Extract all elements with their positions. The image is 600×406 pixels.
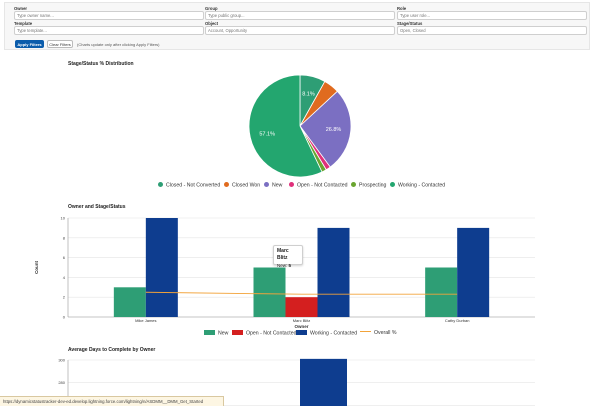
template-filter: Template: [14, 21, 204, 35]
legend-swatch: [351, 182, 356, 187]
bar: [145, 218, 178, 317]
legend-swatch: [289, 182, 294, 187]
object-input[interactable]: [205, 26, 395, 35]
y-tick-label: 6: [63, 255, 66, 260]
role-filter: Role: [397, 6, 587, 20]
pie-slice: [248, 74, 323, 178]
legend-swatch: [390, 182, 395, 187]
legend-swatch: [296, 330, 307, 335]
group-filter: Group: [205, 6, 395, 20]
y-tick-label: 2: [63, 295, 66, 300]
tooltip-title: Marc Blitz: [277, 248, 289, 261]
legend-swatch: [224, 182, 229, 187]
bar: [457, 227, 490, 317]
bar-tooltip: Marc Blitz New: 5: [273, 245, 303, 268]
legend-working-contacted-bar[interactable]: Working - Contacted: [296, 330, 357, 337]
x-axis-label: Owner: [294, 324, 308, 329]
object-filter: Object: [205, 21, 395, 35]
template-label: Template: [14, 21, 33, 26]
group-label: Group: [205, 6, 218, 11]
bar: [113, 287, 146, 317]
group-input[interactable]: [205, 11, 395, 20]
pie-slice-label: 26.8%: [326, 127, 342, 133]
pie-slice-label: 57.1%: [259, 131, 275, 137]
legend-label: Closed - Not Converted: [166, 182, 221, 189]
owner-filter: Owner: [14, 6, 204, 20]
owner-label: Owner: [14, 6, 28, 11]
bar-chart-title: Owner and Stage/Status: [68, 204, 126, 210]
browser-status-url: https://dynamicstatustracker-dev-ed.deve…: [0, 396, 224, 406]
legend-swatch: [232, 330, 243, 335]
legend-label: Open - Not Contacted: [297, 182, 348, 189]
x-tick-label: Marc Blitz: [293, 318, 311, 323]
legend-overall-percent[interactable]: Overall %: [360, 330, 397, 336]
avg-days-chart-title: Average Days to Complete by Owner: [68, 347, 156, 353]
tooltip-body: New: 5: [277, 262, 299, 269]
pie-chart: 8.1% 26.8% 57.1%: [248, 74, 352, 178]
clear-filters-button[interactable]: Clear Filters: [47, 40, 73, 48]
legend-closed-not-converted[interactable]: Closed - Not Converted: [158, 182, 220, 189]
filters-note: (Charts update only after clicking Apply…: [77, 42, 160, 47]
y-axis-label: Count: [34, 261, 39, 274]
legend-label: Working - Contacted: [398, 182, 446, 189]
legend-label: New: [218, 330, 229, 337]
legend-label: Closed Won: [232, 182, 261, 189]
y-tick-label: 4: [63, 275, 66, 280]
legend-prospecting[interactable]: Prospecting: [351, 182, 386, 189]
y-tick-label: 8: [63, 235, 66, 240]
y-tick-label: 300: [58, 358, 65, 363]
legend-swatch: [360, 331, 371, 332]
legend-label: Overall %: [374, 330, 397, 336]
owner-stage-bar-chart: 0 2 4 6 8 10 Count Owner Mike James Marc Blitz Cat…: [34, 216, 535, 329]
bar: [285, 297, 318, 317]
x-tick-label: Mike James: [135, 318, 156, 323]
object-label: Object: [205, 21, 219, 26]
pie-chart-title: Stage/Status % Distribution: [68, 61, 134, 67]
bar: [317, 227, 350, 317]
legend-open-not-contacted-bar[interactable]: Open - Not Contacted: [232, 330, 296, 337]
legend-new[interactable]: New: [264, 182, 282, 189]
y-tick-label: 280: [58, 380, 65, 385]
legend-label: Prospecting: [359, 182, 387, 189]
bar: [300, 358, 347, 406]
bar: [253, 267, 286, 317]
role-label: Role: [397, 6, 407, 11]
legend-swatch: [158, 182, 163, 187]
legend-label: New: [272, 182, 283, 189]
legend-swatch: [264, 182, 269, 187]
stage-status-label: Stage/Status: [397, 21, 423, 26]
legend-label: Open - Not Contacted: [246, 330, 297, 337]
tooltip-label: New:: [277, 263, 288, 268]
pie-slice-label: 8.1%: [302, 91, 315, 97]
legend-swatch: [204, 330, 215, 335]
filters-panel: Owner Group Role Template Object Stage/S…: [4, 2, 590, 50]
overall-percent-line: [145, 291, 458, 295]
y-tick-label: 0: [63, 315, 66, 320]
stage-status-input[interactable]: [397, 26, 587, 35]
legend-working-contacted[interactable]: Working - Contacted: [390, 182, 445, 189]
template-input[interactable]: [14, 26, 204, 35]
legend-label: Working - Contacted: [310, 330, 358, 337]
tooltip-value: 5: [288, 263, 292, 268]
y-tick-label: 10: [61, 216, 66, 221]
owner-input[interactable]: [14, 11, 204, 20]
legend-closed-won[interactable]: Closed Won: [224, 182, 260, 189]
role-input[interactable]: [397, 11, 587, 20]
legend-new-bar[interactable]: New: [204, 330, 228, 337]
x-tick-label: Cathy Durban: [445, 318, 470, 323]
pie-slice: [299, 90, 352, 168]
apply-filters-button[interactable]: Apply Filters: [15, 40, 44, 48]
legend-open-not-contacted[interactable]: Open - Not Contacted: [289, 182, 347, 189]
bar: [425, 267, 458, 317]
stage-status-filter: Stage/Status: [397, 21, 587, 35]
